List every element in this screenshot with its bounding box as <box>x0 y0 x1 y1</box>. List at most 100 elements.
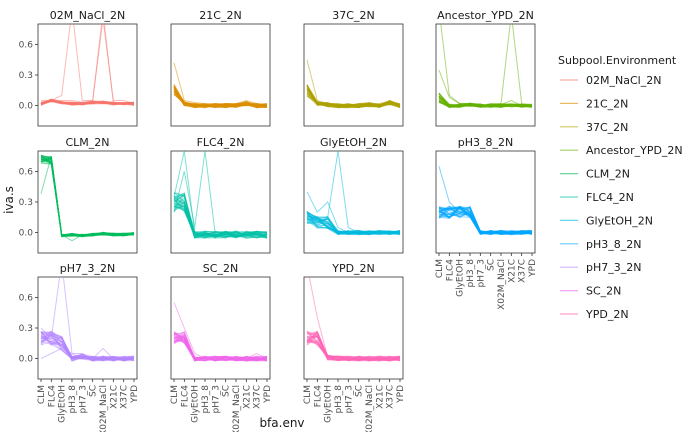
panel-frame <box>37 23 138 127</box>
series-line <box>173 88 268 108</box>
series-line <box>173 91 268 107</box>
series-line <box>438 206 533 235</box>
series-line <box>438 209 533 236</box>
panel-frame <box>37 150 138 254</box>
series-line-outlier <box>173 151 267 236</box>
series-line-outlier <box>438 69 532 107</box>
series-line <box>173 192 268 238</box>
panel-frame <box>435 150 536 254</box>
series-line <box>40 333 135 362</box>
x-tick-label: pH7_3 <box>344 385 354 413</box>
x-tick-label: X02M_NaCl <box>232 385 242 432</box>
series-line <box>438 206 533 235</box>
series-line <box>306 334 401 362</box>
facet-title: 21C_2N <box>199 9 241 22</box>
legend-label: YPD_2N <box>585 308 629 321</box>
x-tick-labels: CLM FLC4 GlyEtOH pH3_8 pH7_3 SC X02M_NaCl X21C X… <box>37 253 538 432</box>
legend: Subpool.Environment 02M_NaCl_2N 21C_2N 37C… <box>558 54 683 321</box>
series-line <box>173 334 268 362</box>
series-line <box>306 336 401 362</box>
series-line <box>306 92 401 108</box>
series-line <box>306 340 401 361</box>
x-tick-label: GlyEtOH <box>58 385 68 423</box>
y-tick-label: 0.6 <box>19 40 34 50</box>
x-tick-label: FLC4 <box>180 385 190 407</box>
series-line <box>173 201 268 239</box>
series-line <box>173 205 268 239</box>
legend-label: pH7_3_2N <box>586 261 641 274</box>
facet-panel: 37C_2N <box>303 9 404 127</box>
x-tick-label: pH7_3 <box>476 259 486 287</box>
series-line <box>173 332 268 362</box>
series-line <box>306 85 401 108</box>
series-line <box>306 95 401 109</box>
series-line <box>173 91 268 107</box>
legend-item: pH3_8_2N <box>560 238 641 251</box>
legend-label: SC_2N <box>586 285 621 298</box>
series-line <box>40 337 135 362</box>
x-tick-label: GlyEtOH <box>456 259 466 297</box>
x-tick-label: X02M_NaCl <box>99 385 109 432</box>
legend-label: FLC4_2N <box>586 191 634 204</box>
series-line <box>173 197 268 239</box>
series-line-outlier <box>40 155 135 242</box>
series-line <box>306 341 401 362</box>
x-tick-label: pH3_8 <box>466 259 476 288</box>
series-line <box>40 331 135 360</box>
legend-item: GlyEtOH_2N <box>560 214 653 227</box>
panel-frame <box>170 150 271 254</box>
x-tick-label: CLM <box>170 385 180 404</box>
series-line <box>173 199 268 239</box>
series-line-outlier <box>438 166 532 234</box>
series-line <box>306 217 401 233</box>
series-line <box>173 198 268 238</box>
series-line <box>173 93 268 108</box>
x-tick-label: X21C <box>242 385 252 409</box>
series-line <box>173 332 268 362</box>
series-line <box>438 205 533 235</box>
legend-label: 21C_2N <box>586 97 628 110</box>
series-line <box>173 334 268 362</box>
legend-label: pH3_8_2N <box>586 238 641 251</box>
series-line <box>306 332 401 362</box>
series-line <box>438 101 533 108</box>
series-line <box>306 213 401 236</box>
series-line <box>438 100 533 108</box>
series-line <box>173 201 268 238</box>
series-line <box>173 86 268 108</box>
facet-panel: GlyEtOH_2N <box>303 136 404 254</box>
series-line <box>40 100 135 106</box>
facet-title: CLM_2N <box>65 136 109 149</box>
x-tick-label: X02M_NaCl <box>365 385 375 432</box>
series-line <box>438 93 533 108</box>
series-line <box>306 95 401 109</box>
series-line <box>40 331 135 362</box>
facet-title: pH3_8_2N <box>458 136 513 149</box>
x-tick-label: X37C <box>253 385 263 409</box>
series-line <box>173 338 268 362</box>
series-lines <box>173 302 268 362</box>
series-line <box>306 334 401 362</box>
series-line <box>173 198 268 239</box>
series-line <box>40 101 135 106</box>
x-tick-label: X21C <box>507 259 517 283</box>
legend-item: 02M_NaCl_2N <box>560 74 661 87</box>
series-line <box>438 205 533 235</box>
series-line <box>173 331 268 362</box>
x-tick-label: FLC4 <box>47 385 57 407</box>
x-tick-label: CLM <box>37 385 47 404</box>
series-line-outlier <box>306 59 401 107</box>
series-line <box>173 196 268 239</box>
legend-label: Ancestor_YPD_2N <box>586 144 683 157</box>
series-line <box>173 334 268 362</box>
series-line <box>173 333 268 362</box>
x-tick-label: pH7_3 <box>211 385 221 413</box>
series-line <box>173 88 268 109</box>
x-tick-label: X37C <box>518 259 528 283</box>
series-line <box>173 333 268 362</box>
series-line <box>306 339 401 359</box>
series-line <box>173 90 268 109</box>
series-line <box>40 333 135 362</box>
facet-panel: 21C_2N <box>170 9 271 127</box>
series-line <box>173 88 268 108</box>
